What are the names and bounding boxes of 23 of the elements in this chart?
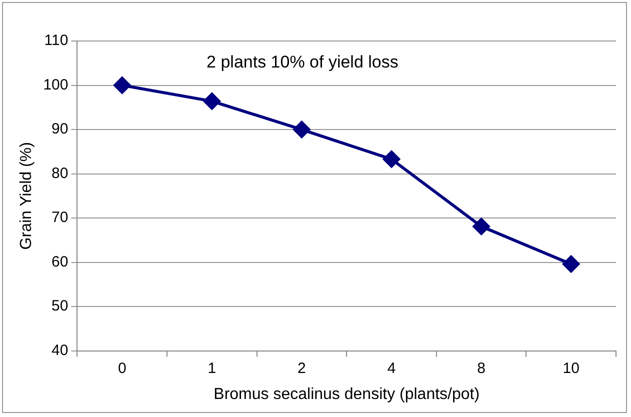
y-tick-label: 60 — [52, 253, 68, 270]
y-axis-title: Grain Yield (%) — [18, 142, 36, 250]
point — [293, 121, 310, 138]
y-tick-label: 80 — [52, 164, 68, 182]
annotation: 2 plants 10% of yield loss — [206, 52, 398, 72]
y-tick-label: 50 — [52, 298, 68, 315]
y-tick-label: 90 — [52, 120, 68, 138]
x-tick-label: 1 — [208, 360, 216, 377]
x-axis-title: Bromus secalinus density (plants/pot) — [214, 386, 480, 403]
x-tick-label: 4 — [387, 360, 396, 377]
point — [114, 76, 131, 94]
point — [203, 92, 220, 110]
y-tick-label: 70 — [52, 209, 68, 226]
x-tick-label: 10 — [562, 360, 580, 377]
y-tick-label: 100 — [43, 76, 68, 94]
x-tick-label: 2 — [298, 360, 306, 377]
point — [472, 218, 490, 235]
point — [562, 256, 580, 273]
x-tick-label: 8 — [477, 360, 486, 377]
y-tick-label: 110 — [44, 32, 68, 50]
y-tick-label: 40 — [52, 342, 68, 359]
point — [383, 150, 400, 168]
x-tick-label: 0 — [118, 360, 126, 377]
